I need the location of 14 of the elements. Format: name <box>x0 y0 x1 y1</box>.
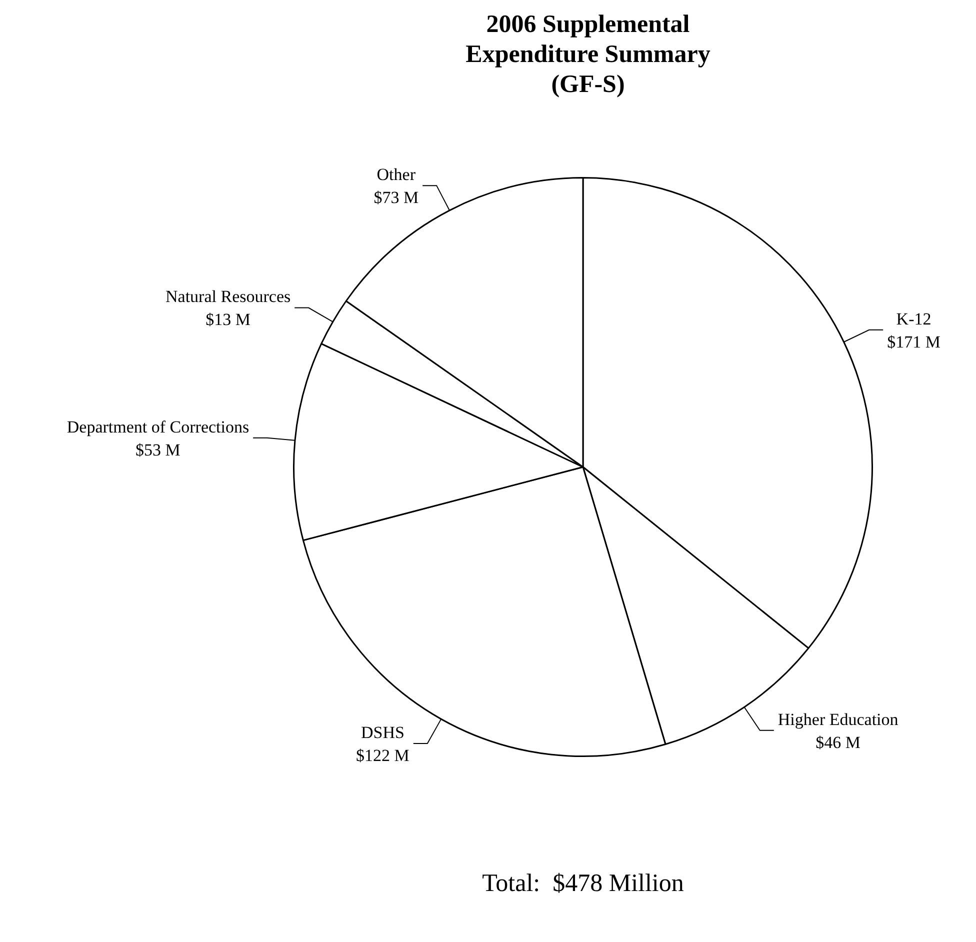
data-label: $171 M <box>887 332 940 352</box>
data-label: $122 M <box>356 746 410 765</box>
slice-label: DSHS <box>360 722 404 742</box>
data-label: $46 M <box>816 732 861 752</box>
text: Total: $478 Million <box>481 870 685 898</box>
chart-title: 2006 Supplemental Expenditure Summary (GF-S) <box>464 10 712 100</box>
slice-label: K-12 <box>896 309 932 328</box>
data-label: $53 M <box>136 440 180 460</box>
slice-label: Other <box>376 165 416 184</box>
slice-label: Department of Corrections <box>66 417 250 436</box>
slice-label: Natural Resources <box>166 287 291 306</box>
slice-label: Higher Education <box>778 710 899 729</box>
data-label: $13 M <box>206 310 250 330</box>
data-label: $73 M <box>374 188 419 208</box>
